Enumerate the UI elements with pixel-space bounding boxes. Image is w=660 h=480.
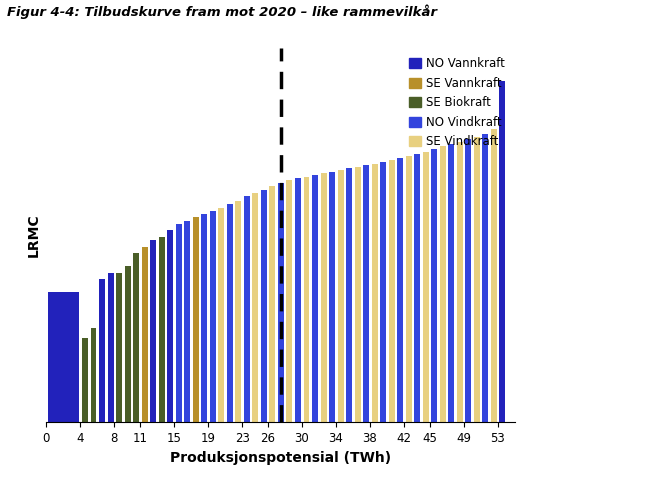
Bar bbox=[448, 144, 454, 422]
Bar bbox=[176, 224, 182, 422]
Bar bbox=[133, 253, 139, 422]
Bar bbox=[236, 201, 242, 422]
Bar bbox=[261, 190, 267, 422]
Bar bbox=[82, 338, 88, 422]
Bar bbox=[321, 173, 327, 422]
Bar bbox=[201, 214, 207, 422]
Bar bbox=[423, 152, 429, 422]
Bar bbox=[227, 204, 233, 422]
Bar bbox=[457, 143, 463, 422]
Bar bbox=[125, 266, 131, 422]
Bar bbox=[116, 273, 122, 422]
Bar bbox=[90, 328, 96, 422]
Bar bbox=[48, 292, 79, 422]
Bar bbox=[108, 273, 114, 422]
Bar bbox=[99, 279, 105, 422]
Bar bbox=[397, 158, 403, 422]
Bar bbox=[346, 168, 352, 422]
Bar bbox=[431, 149, 438, 422]
Text: Figur 4-4: Tilbudskurve fram mot 2020 – like rammevilkår: Figur 4-4: Tilbudskurve fram mot 2020 – … bbox=[7, 5, 437, 19]
Bar bbox=[380, 162, 386, 422]
Bar bbox=[500, 81, 506, 422]
Bar bbox=[482, 134, 488, 422]
Bar bbox=[158, 237, 164, 422]
Bar bbox=[389, 160, 395, 422]
Bar bbox=[244, 196, 250, 422]
Bar bbox=[269, 186, 275, 422]
Bar bbox=[252, 193, 258, 422]
Bar bbox=[329, 172, 335, 422]
Bar bbox=[465, 139, 471, 422]
Bar bbox=[210, 211, 216, 422]
Bar bbox=[167, 230, 173, 422]
Y-axis label: LRMC: LRMC bbox=[26, 214, 41, 257]
Bar bbox=[184, 220, 190, 422]
Bar bbox=[354, 167, 360, 422]
Bar bbox=[491, 130, 497, 422]
Bar bbox=[363, 165, 369, 422]
Bar bbox=[304, 177, 310, 422]
Bar bbox=[278, 183, 284, 422]
Bar bbox=[193, 217, 199, 422]
Bar bbox=[312, 175, 318, 422]
Bar bbox=[218, 207, 224, 422]
Bar bbox=[406, 156, 412, 422]
Bar bbox=[337, 170, 344, 422]
Bar bbox=[142, 247, 148, 422]
Legend: NO Vannkraft, SE Vannkraft, SE Biokraft, NO Vindkraft, SE Vindkraft: NO Vannkraft, SE Vannkraft, SE Biokraft,… bbox=[405, 54, 509, 152]
Bar bbox=[372, 164, 378, 422]
Bar bbox=[150, 240, 156, 422]
X-axis label: Produksjonspotensial (TWh): Produksjonspotensial (TWh) bbox=[170, 451, 391, 465]
Bar bbox=[414, 154, 420, 422]
Bar bbox=[440, 146, 446, 422]
Bar bbox=[474, 136, 480, 422]
Bar bbox=[295, 178, 301, 422]
Bar bbox=[286, 180, 292, 422]
